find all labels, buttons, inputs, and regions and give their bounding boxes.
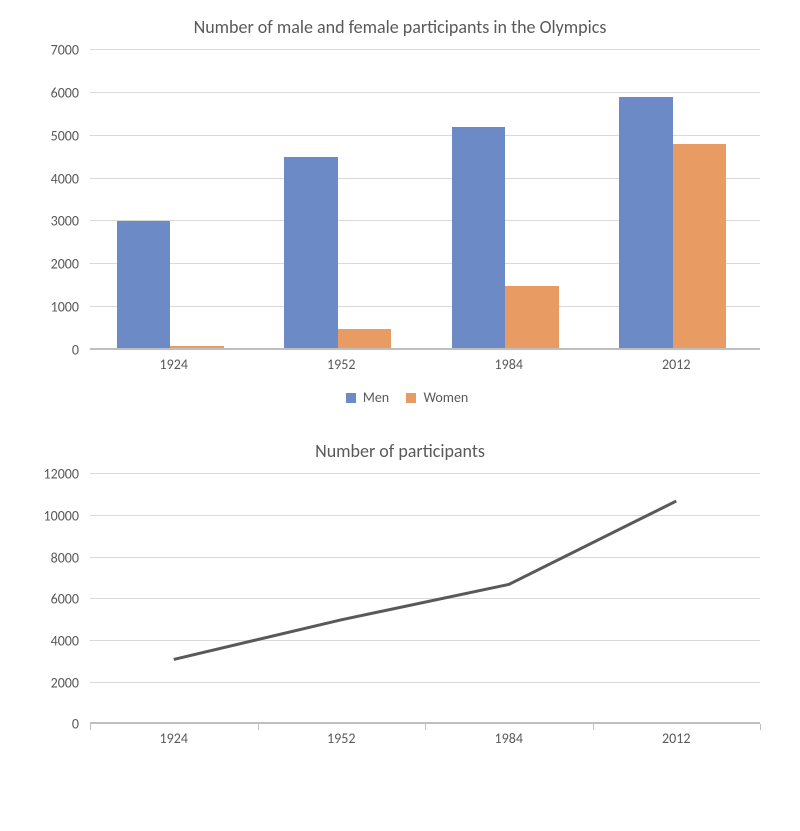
line-y-axis: 0 2000 4000 6000 8000 10000 12000 [30,474,85,724]
legend-swatch-men [346,393,356,403]
line-y-tick: 6000 [51,591,79,608]
bar-y-tick: 0 [72,342,79,359]
line-y-tick: 10000 [44,507,79,524]
line-chart-frame: 0 2000 4000 6000 8000 10000 12000 [30,474,770,754]
bar-y-tick: 6000 [51,84,79,101]
bar-groups [90,50,760,350]
bar-group [593,50,761,350]
bar-y-tick: 5000 [51,127,79,144]
line-x-labels: 1924 1952 1984 2012 [90,724,760,754]
line-y-tick: 0 [72,716,79,733]
bar-group [425,50,593,350]
bar-y-tick: 3000 [51,213,79,230]
legend-swatch-women [406,393,416,403]
bar-plot-area [90,50,760,350]
bar-group [258,50,426,350]
bar-men [284,157,338,350]
bar-men [117,221,171,350]
bar-women [673,144,727,350]
bar-women [338,329,392,350]
line-chart: Number of participants 0 2000 4000 6000 … [30,434,770,754]
x-tick-mark [760,724,761,730]
bar-men [619,97,673,350]
bar-x-label: 1952 [258,350,426,380]
bar-chart-title: Number of male and female participants i… [30,16,770,38]
bar-men [452,127,506,350]
bar-y-tick: 2000 [51,256,79,273]
bar-x-label: 2012 [593,350,761,380]
line-x-label: 2012 [593,724,761,754]
line-x-label: 1924 [90,724,258,754]
line-series-total [174,501,677,659]
line-plot-area [90,474,760,724]
bar-y-tick: 4000 [51,170,79,187]
bar-chart: Number of male and female participants i… [30,10,770,406]
bar-legend: Men Women [30,388,770,406]
legend-label-men: Men [363,389,389,406]
page: Number of male and female participants i… [0,0,800,831]
line-x-label: 1952 [258,724,426,754]
bar-women [505,286,559,350]
bar-chart-frame: 0 1000 2000 3000 4000 5000 6000 7000 [30,50,770,380]
bar-x-labels: 1924 1952 1984 2012 [90,350,760,380]
line-y-tick: 2000 [51,674,79,691]
line-chart-title: Number of participants [30,440,770,462]
bar-x-label: 1984 [425,350,593,380]
bar-y-axis: 0 1000 2000 3000 4000 5000 6000 7000 [30,50,85,350]
bar-group [90,50,258,350]
bar-x-label: 1924 [90,350,258,380]
bar-y-tick: 1000 [51,299,79,316]
line-y-tick: 8000 [51,549,79,566]
line-y-tick: 12000 [44,466,79,483]
line-y-tick: 4000 [51,632,79,649]
bar-y-tick: 7000 [51,42,79,59]
legend-label-women: Women [424,389,469,406]
line-svg [90,474,760,724]
line-x-label: 1984 [425,724,593,754]
